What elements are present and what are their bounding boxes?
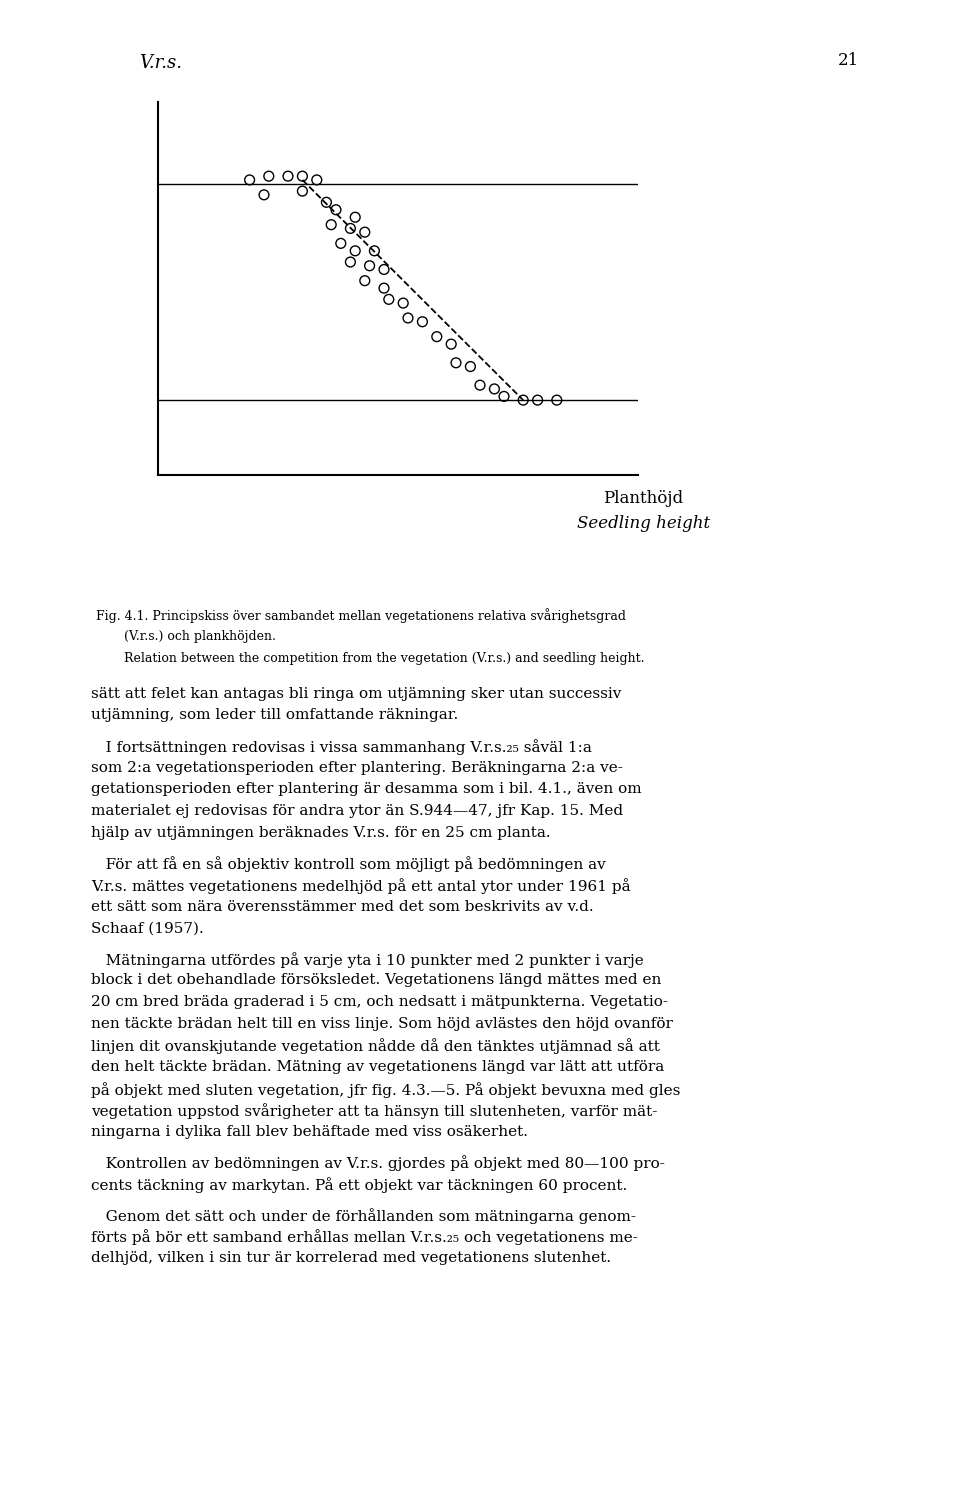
Text: som 2:a vegetationsperioden efter plantering. Beräkningarna 2:a ve-: som 2:a vegetationsperioden efter plante… (91, 760, 623, 775)
Point (343, 216, 358, 240)
Text: block i det obehandlade försöksledet. Vegetationens längd mättes med en: block i det obehandlade försöksledet. Ve… (91, 973, 661, 987)
Point (496, 384, 512, 408)
Text: sätt att felet kan antagas bli ringa om utjämning sker utan successiv: sätt att felet kan antagas bli ringa om … (91, 687, 621, 700)
Point (367, 239, 382, 263)
Point (242, 167, 257, 191)
Text: vegetation uppstod svårigheter att ta hänsyn till slutenheten, varför mät-: vegetation uppstod svårigheter att ta hä… (91, 1103, 658, 1120)
Point (261, 164, 276, 188)
Point (343, 249, 358, 273)
Text: den helt täckte brädan. Mätning av vegetationens längd var lätt att utföra: den helt täckte brädan. Mätning av veget… (91, 1060, 664, 1073)
Text: V.r.s.: V.r.s. (139, 54, 182, 72)
Text: För att få en så objektiv kontroll som möjligt på bedömningen av: För att få en så objektiv kontroll som m… (91, 855, 606, 872)
Point (295, 179, 310, 203)
Point (280, 164, 296, 188)
Text: Fig. 4.1. Principskiss över sambandet mellan vegetationens relativa svårighetsgr: Fig. 4.1. Principskiss över sambandet me… (96, 608, 626, 623)
Point (357, 219, 372, 243)
Text: delhjöd, vilken i sin tur är korrelerad med vegetationens slutenhet.: delhjöd, vilken i sin tur är korrelerad … (91, 1251, 612, 1265)
Text: ningarna i dylika fall blev behäftade med viss osäkerhet.: ningarna i dylika fall blev behäftade me… (91, 1126, 528, 1139)
Point (400, 306, 416, 330)
Text: ett sätt som nära överensstämmer med det som beskrivits av v.d.: ett sätt som nära överensstämmer med det… (91, 899, 594, 914)
Point (487, 376, 502, 400)
Text: Planthöjd: Planthöjd (603, 490, 684, 506)
Point (396, 291, 411, 315)
Text: V.r.s. mättes vegetationens medelhjöd på ett antal ytor under 1961 på: V.r.s. mättes vegetationens medelhjöd på… (91, 878, 631, 894)
Point (415, 309, 430, 333)
Point (448, 351, 464, 375)
Text: Relation between the competition from the vegetation (V.r.s.) and seedling heigh: Relation between the competition from th… (96, 652, 644, 666)
Text: nen täckte brädan helt till en viss linje. Som höjd avlästes den höjd ovanför: nen täckte brädan helt till en viss linj… (91, 1017, 673, 1030)
Point (516, 388, 531, 412)
Text: 21: 21 (838, 52, 859, 69)
Text: Kontrollen av bedömningen av V.r.s. gjordes på objekt med 80—100 pro-: Kontrollen av bedömningen av V.r.s. gjor… (91, 1156, 665, 1172)
Text: Genom det sätt och under de förhållanden som mätningarna genom-: Genom det sätt och under de förhållanden… (91, 1208, 636, 1224)
Text: I fortsättningen redovisas i vissa sammanhang V.r.s.₂₅ såväl 1:a: I fortsättningen redovisas i vissa samma… (91, 739, 592, 755)
Text: Mätningarna utfördes på varje yta i 10 punkter med 2 punkter i varje: Mätningarna utfördes på varje yta i 10 p… (91, 953, 644, 967)
Point (429, 324, 444, 348)
Point (324, 212, 339, 236)
Text: (V.r.s.) och plankhöjden.: (V.r.s.) och plankhöjden. (96, 630, 276, 643)
Text: linjen dit ovanskjutande vegetation nådde då den tänktes utjämnad så att: linjen dit ovanskjutande vegetation nådd… (91, 1039, 660, 1054)
Point (309, 167, 324, 191)
Text: förts på bör ett samband erhållas mellan V.r.s.₂₅ och vegetationens me-: förts på bör ett samband erhållas mellan… (91, 1230, 638, 1245)
Point (295, 164, 310, 188)
Point (381, 287, 396, 311)
Point (549, 388, 564, 412)
Text: materialet ej redovisas för andra ytor än S.944—47, jfr Kap. 15. Med: materialet ej redovisas för andra ytor ä… (91, 803, 623, 818)
Point (348, 239, 363, 263)
Point (530, 388, 545, 412)
Point (463, 354, 478, 378)
Point (348, 205, 363, 228)
Point (472, 373, 488, 397)
Point (328, 197, 344, 221)
Point (256, 182, 272, 206)
Text: Seedling height: Seedling height (577, 515, 709, 532)
Text: getationsperioden efter plantering är desamma som i bil. 4.1., även om: getationsperioden efter plantering är de… (91, 782, 642, 796)
Point (357, 269, 372, 293)
Point (444, 331, 459, 355)
Text: utjämning, som leder till omfattande räkningar.: utjämning, som leder till omfattande räk… (91, 708, 459, 723)
Point (376, 257, 392, 281)
Point (319, 191, 334, 215)
Text: hjälp av utjämningen beräknades V.r.s. för en 25 cm planta.: hjälp av utjämningen beräknades V.r.s. f… (91, 826, 551, 839)
Text: 20 cm bred bräda graderad i 5 cm, och nedsatt i mätpunkterna. Vegetatio-: 20 cm bred bräda graderad i 5 cm, och ne… (91, 996, 668, 1009)
Text: cents täckning av markytan. På ett objekt var täckningen 60 procent.: cents täckning av markytan. På ett objek… (91, 1178, 628, 1193)
Text: på objekt med sluten vegetation, jfr fig. 4.3.—5. På objekt bevuxna med gles: på objekt med sluten vegetation, jfr fig… (91, 1082, 681, 1097)
Point (362, 254, 377, 278)
Point (333, 231, 348, 255)
Text: Schaaf (1957).: Schaaf (1957). (91, 921, 204, 935)
Point (376, 276, 392, 300)
